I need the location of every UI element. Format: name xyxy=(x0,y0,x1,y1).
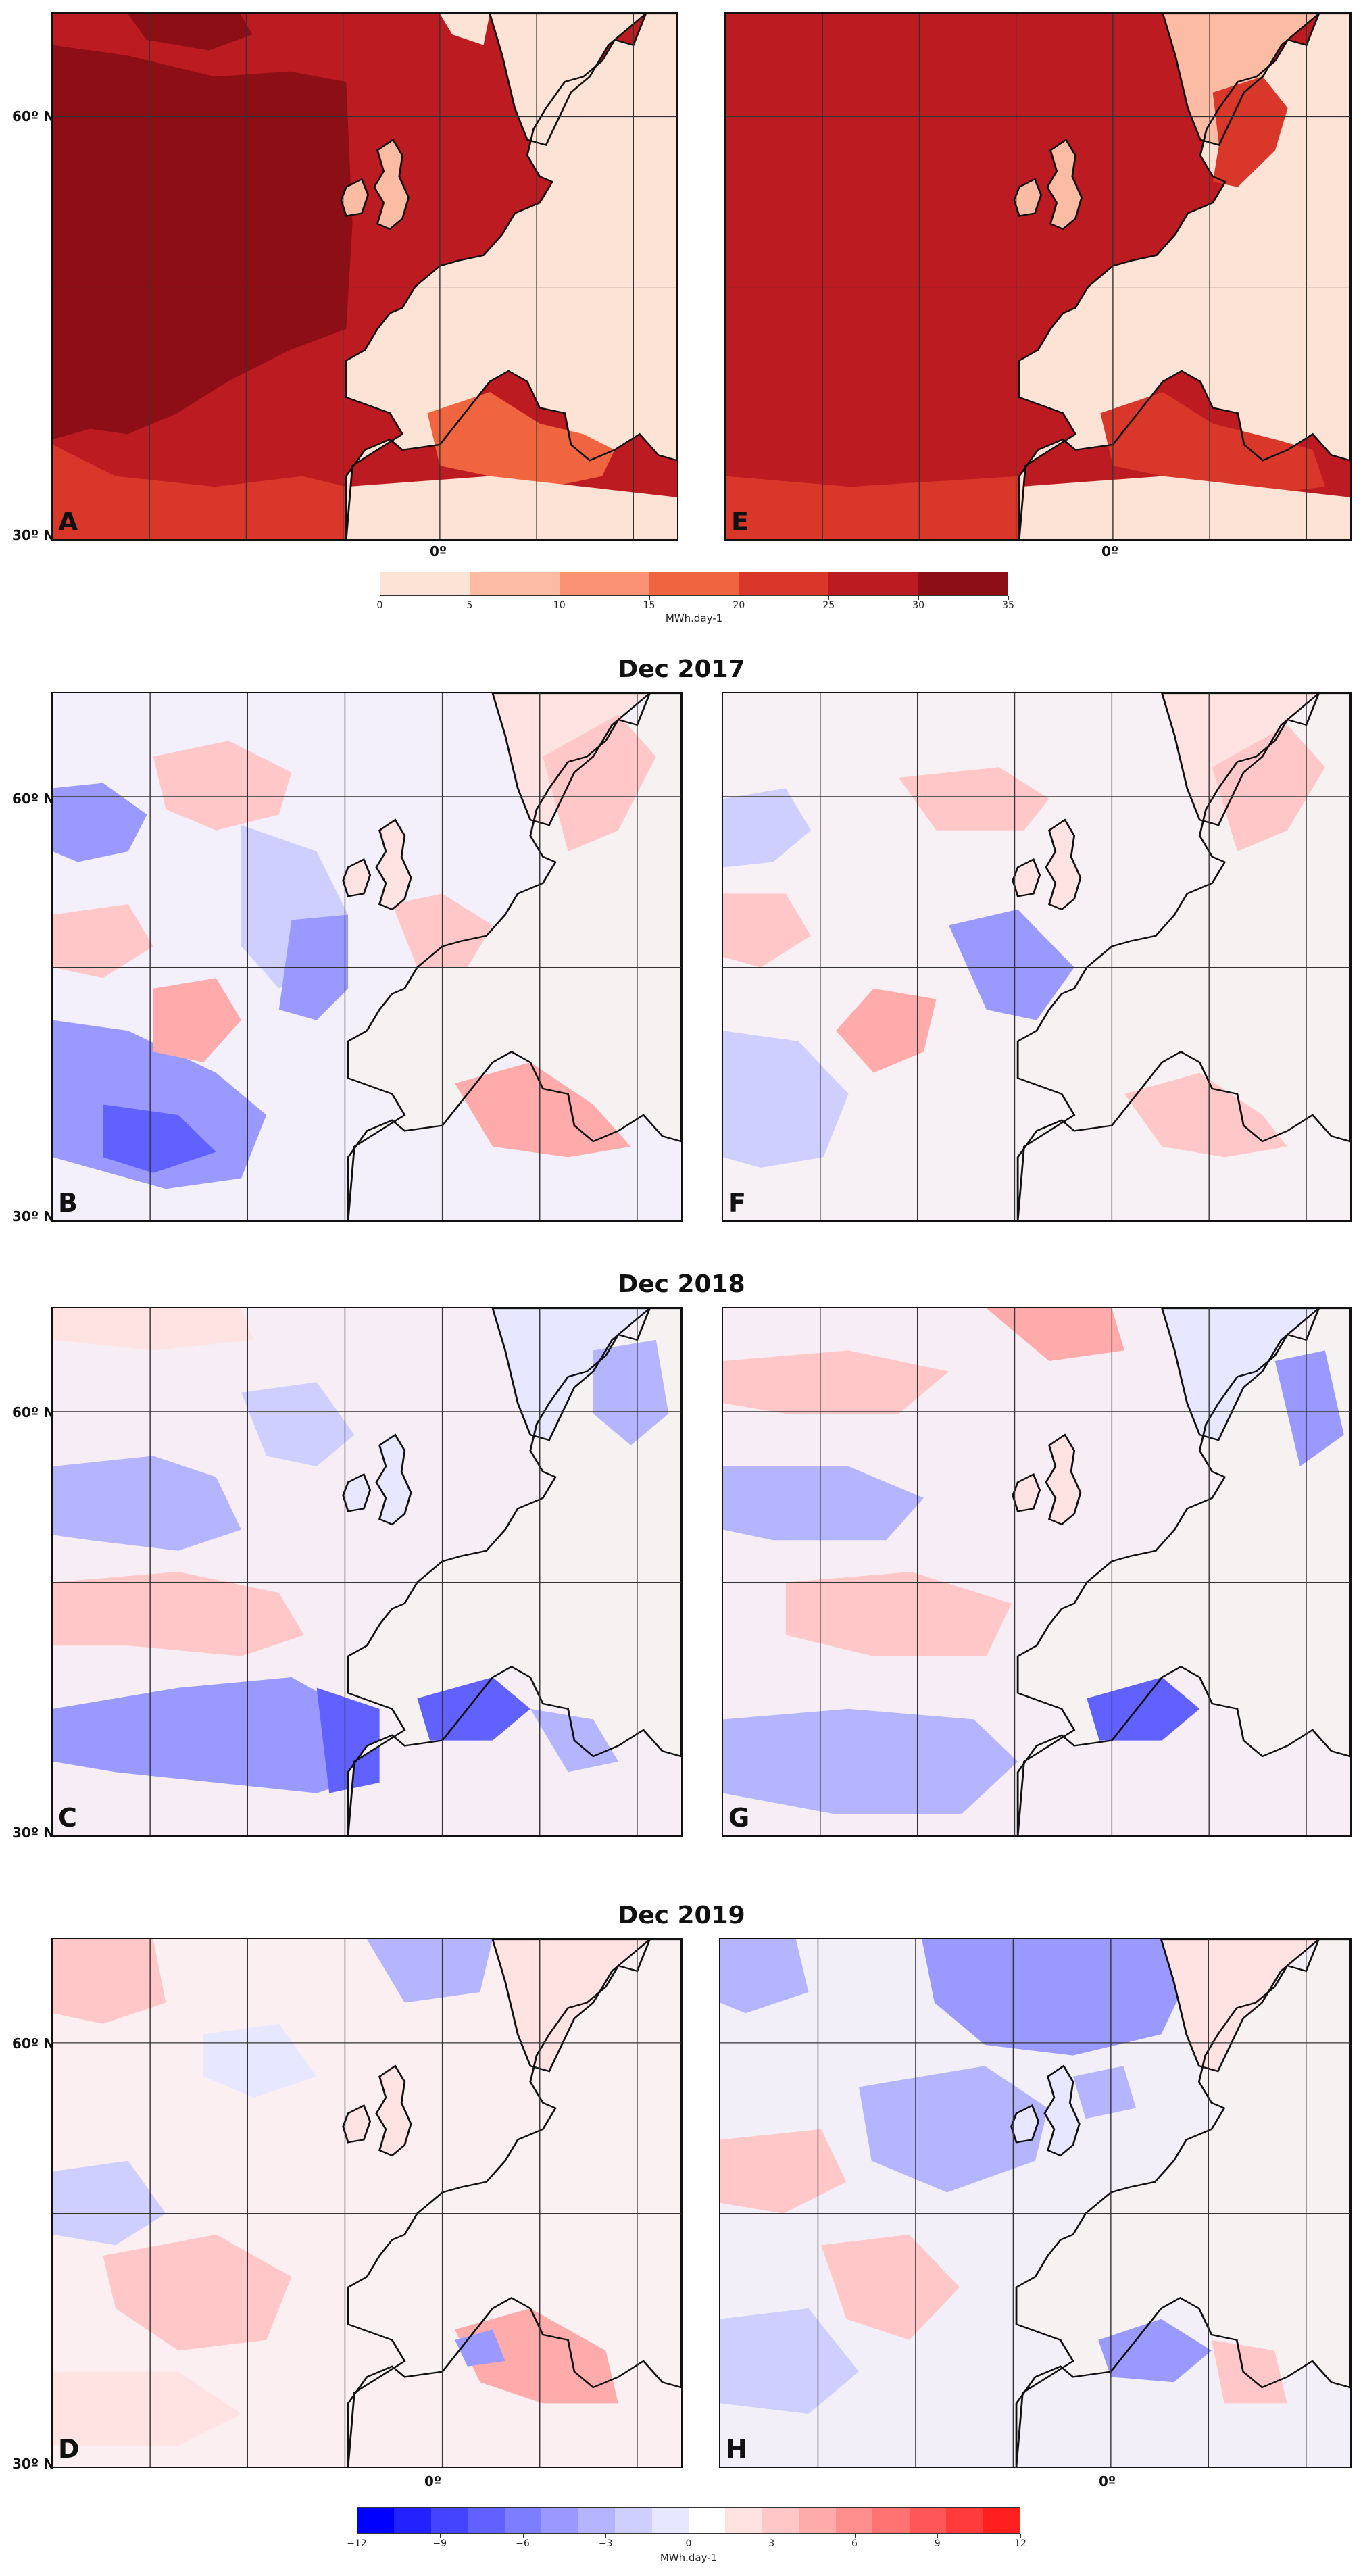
colorbar-anomaly-segment xyxy=(430,2508,468,2533)
map-panel-h: H xyxy=(719,1938,1352,2468)
colorbar-anomaly-segment xyxy=(872,2508,910,2533)
colorbar-anomaly-segment xyxy=(578,2508,616,2533)
map-a-svg xyxy=(53,14,677,539)
colorbar-anomaly-tick-mark xyxy=(854,2534,856,2538)
colorbar-absolute-segment xyxy=(739,572,828,595)
panel-letter-d: D xyxy=(58,2434,80,2464)
colorbar-anomaly-tick-label: 9 xyxy=(934,2538,941,2549)
map-e-svg xyxy=(726,14,1350,539)
colorbar-anomaly-segment xyxy=(615,2508,652,2533)
panel-letter-h: H xyxy=(726,2434,747,2464)
map-panel-c: C xyxy=(51,1307,683,1837)
colorbar-absolute-units: MWh.day-1 xyxy=(665,612,723,624)
colorbar-absolute-tick-mark xyxy=(918,596,920,600)
colorbar-absolute-tick-label: 15 xyxy=(643,600,655,611)
colorbar-anomaly-segment xyxy=(762,2508,799,2533)
lat-label-60-a: 60º N xyxy=(12,108,55,124)
colorbar-anomaly-tick-label: −9 xyxy=(432,2538,447,2549)
colorbar-absolute-tick-label: 30 xyxy=(912,600,925,611)
colorbar-anomaly-segment xyxy=(468,2508,505,2533)
map-panel-b: B xyxy=(51,692,683,1222)
section-title-2017: Dec 2017 xyxy=(618,655,745,683)
colorbar-absolute-segment xyxy=(380,572,470,595)
colorbar-anomaly-tick-mark xyxy=(439,2534,441,2538)
colorbar-anomaly-segment xyxy=(504,2508,542,2533)
panel-letter-e: E xyxy=(731,507,749,537)
colorbar-anomaly xyxy=(357,2507,1020,2534)
colorbar-anomaly-segment xyxy=(688,2508,726,2533)
section-title-2018: Dec 2018 xyxy=(618,1270,745,1298)
colorbar-anomaly-segment xyxy=(394,2508,431,2533)
colorbar-anomaly-tick-label: 12 xyxy=(1014,2538,1026,2549)
colorbar-anomaly-segment xyxy=(983,2508,1020,2533)
colorbar-absolute-tick-label: 5 xyxy=(466,600,473,611)
map-panel-g: G xyxy=(722,1307,1352,1837)
colorbar-absolute-tick-mark xyxy=(828,596,830,600)
map-panel-f: F xyxy=(722,692,1352,1222)
colorbar-absolute-segment xyxy=(649,572,739,595)
colorbar-anomaly-tick-label: −3 xyxy=(598,2538,613,2549)
colorbar-anomaly-segment xyxy=(357,2508,395,2533)
panel-letter-b: B xyxy=(58,1188,78,1218)
colorbar-absolute-tick-label: 35 xyxy=(1002,600,1014,611)
colorbar-anomaly-tick-mark xyxy=(937,2534,939,2538)
panel-letter-g: G xyxy=(728,1803,750,1833)
colorbar-anomaly-tick-label: 0 xyxy=(685,2538,692,2549)
colorbar-absolute xyxy=(380,572,1008,596)
colorbar-anomaly-tick-mark xyxy=(522,2534,524,2538)
colorbar-absolute-segment xyxy=(918,572,1008,595)
colorbar-anomaly-segment xyxy=(651,2508,689,2533)
lon-label-h: 0º xyxy=(1099,2473,1116,2490)
map-b-svg xyxy=(53,693,681,1220)
lat-label-60-c: 60º N xyxy=(12,1404,55,1420)
map-h-svg xyxy=(720,1939,1350,2467)
lat-label-60-b: 60º N xyxy=(12,791,55,807)
map-f-svg xyxy=(723,693,1350,1220)
colorbar-anomaly-tick-mark xyxy=(1020,2534,1021,2538)
section-title-2019: Dec 2019 xyxy=(618,1902,745,1929)
lat-label-60-d: 60º N xyxy=(12,2035,55,2052)
lat-label-30-b: 30º N xyxy=(12,1208,55,1224)
colorbar-anomaly-tick-label: 6 xyxy=(851,2538,858,2549)
map-panel-d: D xyxy=(51,1938,683,2468)
colorbar-anomaly-segment xyxy=(835,2508,873,2533)
colorbar-anomaly-segment xyxy=(725,2508,762,2533)
lat-label-30-a: 30º N xyxy=(12,527,55,543)
colorbar-absolute-tick-mark xyxy=(1008,596,1009,600)
map-g-svg xyxy=(723,1308,1350,1835)
colorbar-absolute-segment xyxy=(828,572,918,595)
colorbar-absolute-tick-label: 25 xyxy=(822,600,835,611)
colorbar-anomaly-segment xyxy=(909,2508,946,2533)
lon-label-d: 0º xyxy=(424,2473,442,2490)
colorbar-absolute-tick-label: 10 xyxy=(553,600,566,611)
map-panel-a: A xyxy=(51,12,678,541)
colorbar-anomaly-tick-label: −12 xyxy=(347,2538,367,2549)
map-c-svg xyxy=(53,1308,681,1835)
lon-label-e: 0º xyxy=(1101,543,1119,560)
colorbar-absolute-tick-label: 20 xyxy=(733,600,745,611)
colorbar-anomaly-tick-label: −6 xyxy=(516,2538,530,2549)
panel-letter-c: C xyxy=(58,1803,77,1833)
colorbar-anomaly-segment xyxy=(799,2508,836,2533)
colorbar-anomaly-segment xyxy=(541,2508,578,2533)
colorbar-absolute-segment xyxy=(560,572,649,595)
lat-label-30-d: 30º N xyxy=(12,2456,55,2472)
colorbar-anomaly-segment xyxy=(946,2508,983,2533)
colorbar-absolute-tick-label: 0 xyxy=(376,600,383,611)
map-d-svg xyxy=(53,1939,681,2467)
colorbar-anomaly-units: MWh.day-1 xyxy=(660,2552,718,2564)
panel-letter-f: F xyxy=(728,1188,746,1218)
map-panel-e: E xyxy=(724,12,1352,541)
lat-label-30-c: 30º N xyxy=(12,1825,55,1841)
colorbar-absolute-segment xyxy=(470,572,560,595)
lon-label-a: 0º xyxy=(430,543,447,560)
panel-letter-a: A xyxy=(58,507,78,537)
colorbar-anomaly-tick-mark xyxy=(605,2534,607,2538)
colorbar-absolute-tick-mark xyxy=(649,596,650,600)
colorbar-anomaly-tick-label: 3 xyxy=(768,2538,775,2549)
